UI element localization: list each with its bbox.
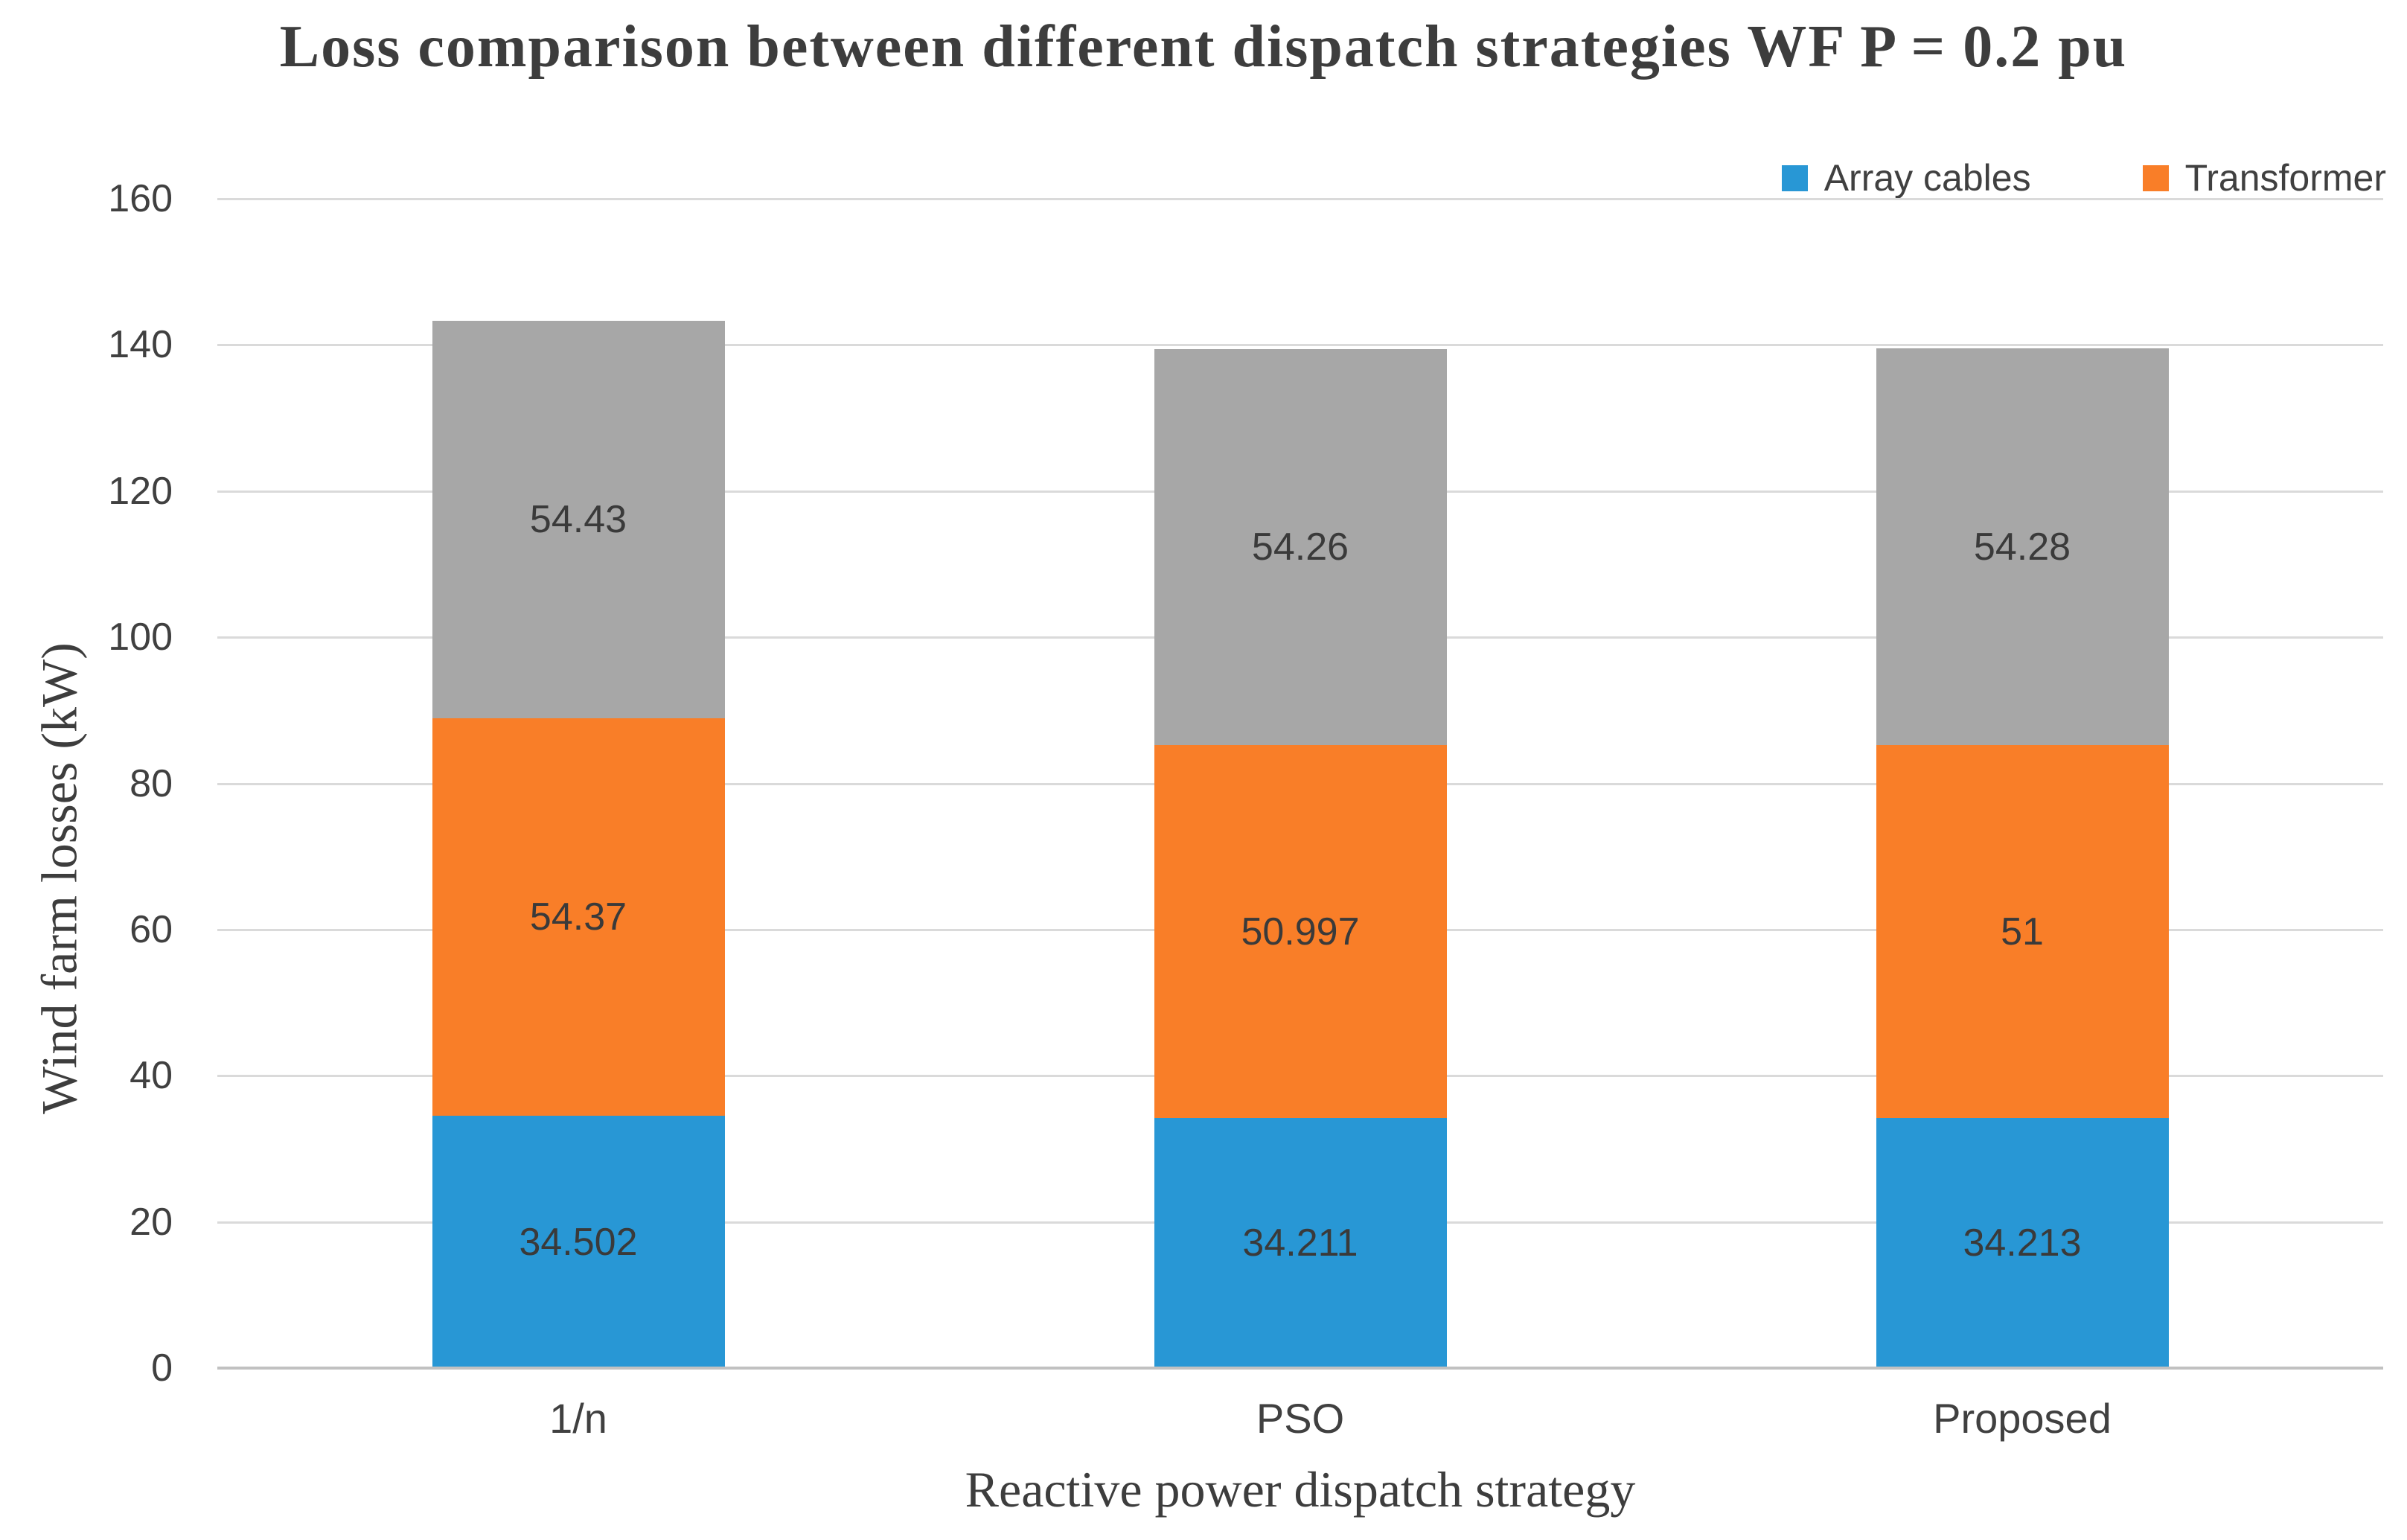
legend-label-array-cables: Array cables [1823, 157, 2031, 199]
data-label-1-n-gray-series: 54.43 [529, 498, 627, 542]
gridline-140 [217, 344, 2383, 347]
bar-segment-proposed-transformer [1876, 745, 2169, 1119]
bar-segment-1-n-gray-series [432, 320, 725, 719]
data-label-pso-array-cables: 34.211 [1242, 1221, 1358, 1265]
x-axis-title: Reactive power dispatch strategy [965, 1461, 1636, 1518]
y-tick-label-120: 120 [108, 469, 173, 513]
y-tick-label-80: 80 [130, 761, 173, 805]
y-tick-label-140: 140 [108, 323, 173, 367]
data-label-1-n-array-cables: 34.502 [519, 1220, 638, 1264]
data-label-1-n-transformer: 54.37 [529, 895, 627, 939]
chart-title: Loss comparison between different dispat… [279, 14, 2128, 80]
y-tick-label-40: 40 [130, 1054, 173, 1098]
data-label-proposed-gray-series: 54.28 [1973, 525, 2071, 569]
bar-segment-1-n-transformer [432, 718, 725, 1116]
data-label-proposed-array-cables: 34.213 [1963, 1221, 2082, 1265]
bar-segment-pso-gray-series [1154, 348, 1447, 746]
y-tick-label-20: 20 [130, 1200, 173, 1244]
y-tick-label-0: 0 [151, 1346, 173, 1390]
y-tick-label-160: 160 [108, 177, 173, 220]
data-label-pso-gray-series: 54.26 [1251, 525, 1349, 569]
bar-segment-proposed-gray-series [1876, 348, 2169, 746]
data-label-proposed-transformer: 51 [2001, 910, 2044, 953]
bar-segment-pso-transformer [1154, 745, 1447, 1119]
category-label-1-n: 1/n [549, 1395, 607, 1442]
x-axis-line [217, 1367, 2383, 1370]
category-label-pso: PSO [1256, 1395, 1345, 1442]
bar-segment-1-n-array-cables [432, 1116, 725, 1368]
legend: Array cables Transformer [1781, 156, 2386, 199]
data-label-pso-transformer: 50.997 [1241, 910, 1360, 953]
legend-swatch-transformer [2142, 164, 2169, 191]
y-axis-title: Wind farm losses (kW) [31, 642, 88, 1114]
legend-item-array-cables: Array cables [1781, 156, 2031, 199]
y-tick-label-60: 60 [130, 907, 173, 951]
bar-segment-pso-array-cables [1154, 1118, 1447, 1368]
legend-item-transformer: Transformer [2142, 156, 2386, 199]
legend-label-transformer: Transformer [2184, 157, 2386, 199]
bar-segment-proposed-array-cables [1876, 1118, 2169, 1368]
y-tick-label-100: 100 [108, 616, 173, 659]
category-label-proposed: Proposed [1933, 1395, 2112, 1442]
legend-swatch-array-cables [1781, 164, 1808, 191]
gridline-160 [217, 198, 2383, 200]
